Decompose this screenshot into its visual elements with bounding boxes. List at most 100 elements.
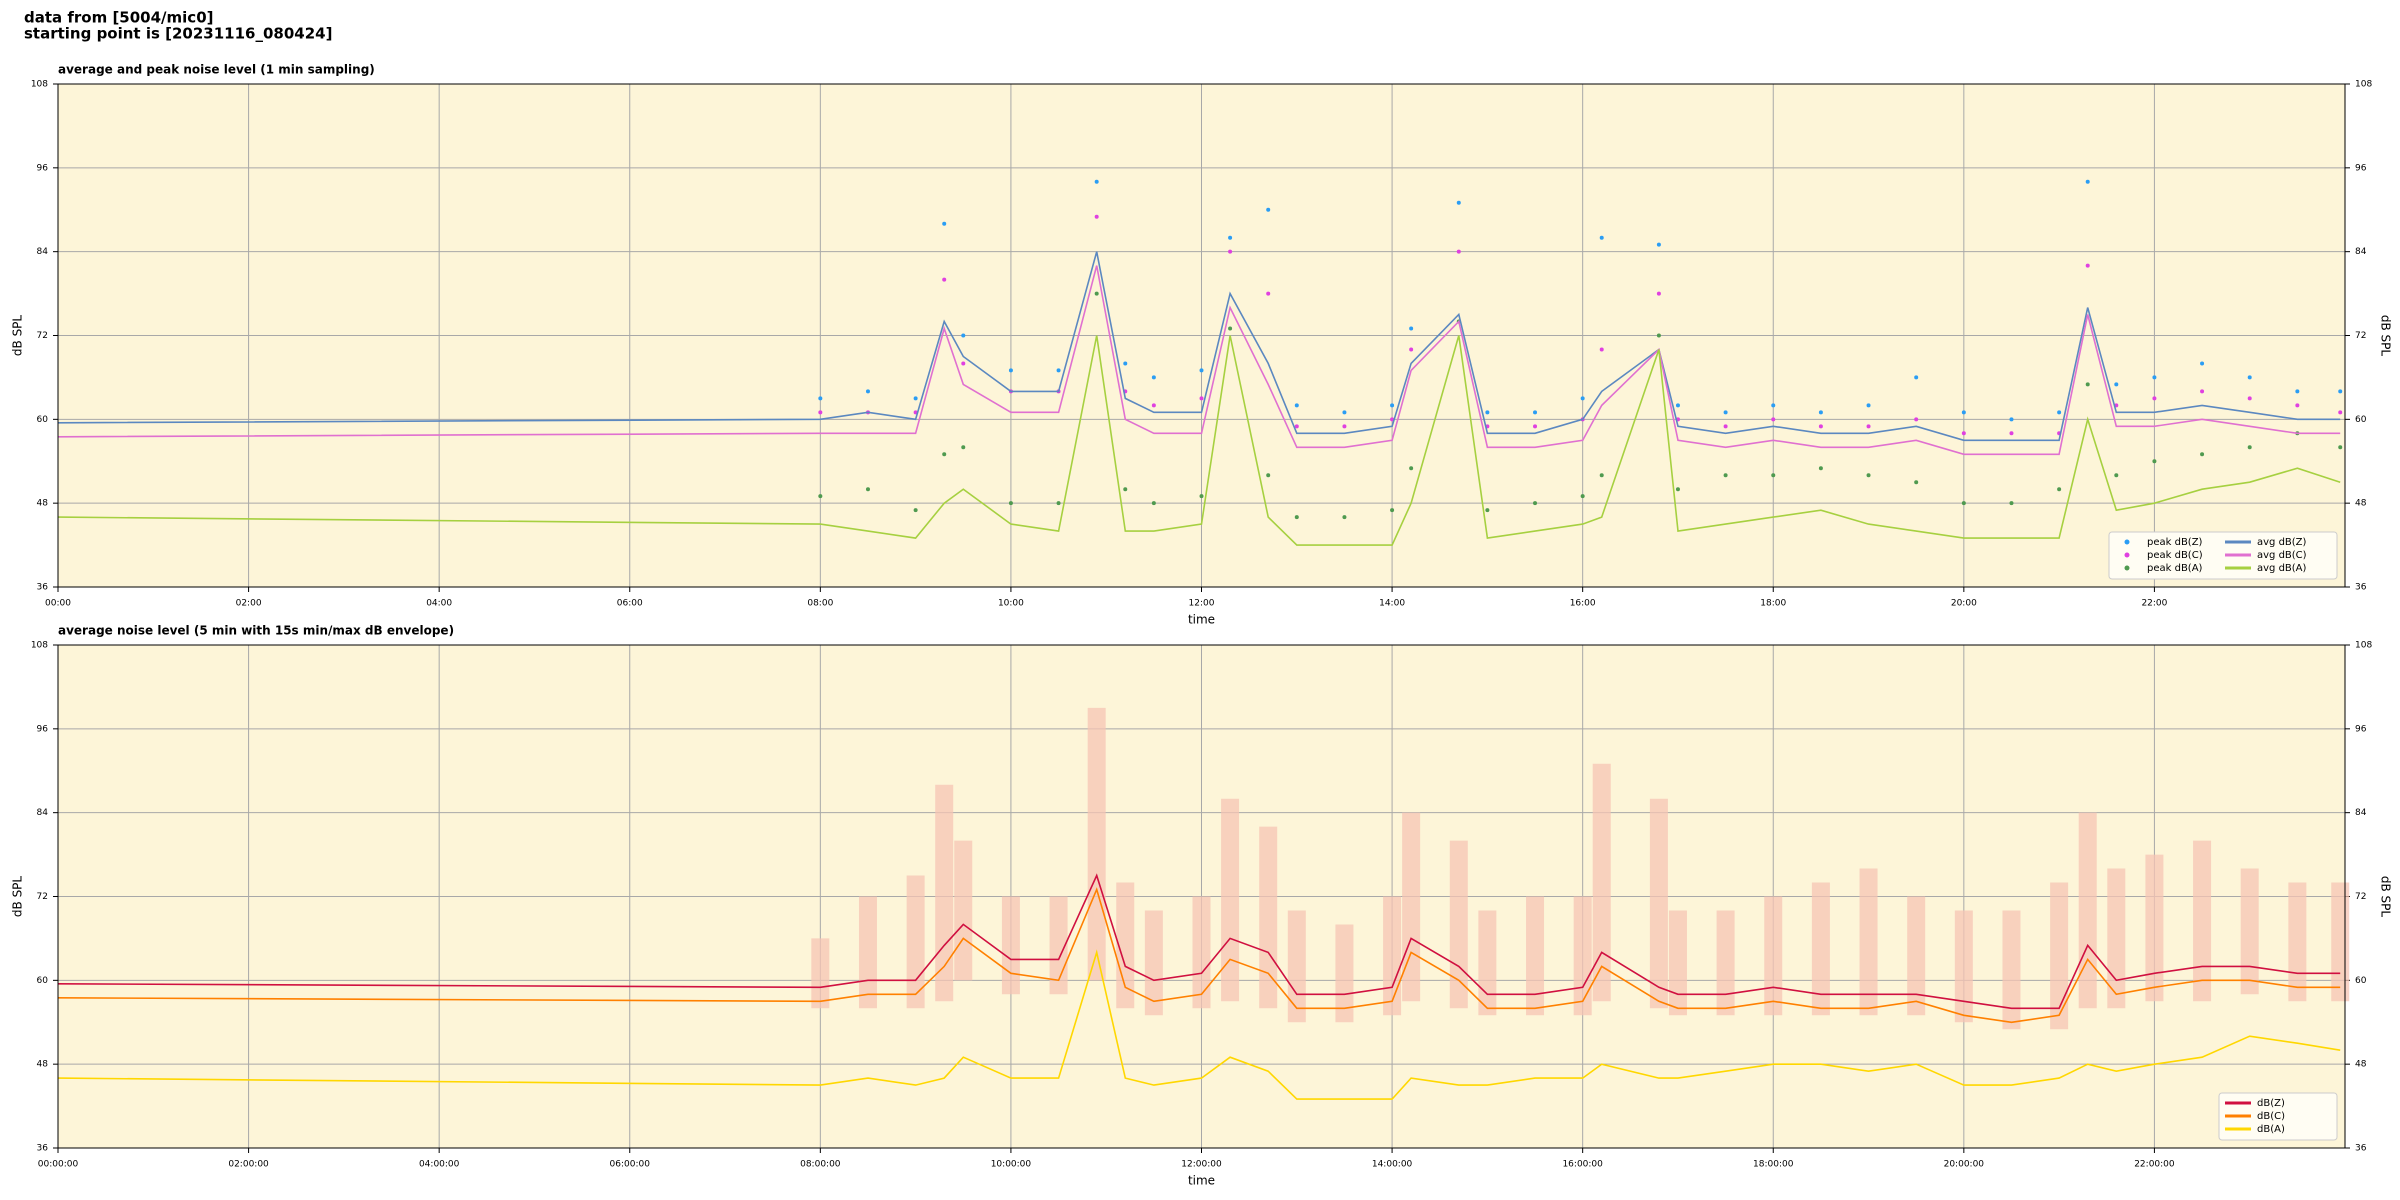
peak-point bbox=[1151, 501, 1156, 506]
legend-marker bbox=[2124, 539, 2130, 545]
peak-point bbox=[1008, 501, 1013, 506]
y-tick-label: 84 bbox=[2355, 247, 2367, 257]
legend-label: peak dB(C) bbox=[2147, 550, 2203, 561]
peak-point bbox=[2009, 501, 2014, 506]
series-line bbox=[57, 873, 2341, 1010]
peak-point bbox=[1485, 410, 1490, 415]
peak-point bbox=[1818, 466, 1823, 471]
peak-point bbox=[913, 396, 918, 401]
peak-point bbox=[1599, 235, 1604, 240]
peak-point bbox=[2085, 179, 2090, 184]
y-tick-label: 48 bbox=[37, 499, 49, 509]
peak-point bbox=[2295, 403, 2300, 408]
peak-point bbox=[1656, 333, 1661, 338]
peak-point bbox=[1094, 291, 1099, 296]
peak-point bbox=[2200, 389, 2205, 394]
peak-point bbox=[865, 389, 870, 394]
peak-point bbox=[1675, 487, 1680, 492]
peak-point bbox=[1961, 410, 1966, 415]
y-tick-label: 84 bbox=[37, 808, 49, 818]
x-tick-label: 02:00:00 bbox=[228, 1160, 269, 1170]
legend-label: avg dB(C) bbox=[2257, 550, 2307, 561]
series-line bbox=[57, 887, 2341, 1024]
peak-point bbox=[1056, 501, 1061, 506]
peak-point bbox=[1266, 473, 1271, 478]
y-tick-label: 60 bbox=[37, 976, 49, 986]
peak-point bbox=[2247, 375, 2252, 380]
legend-label: dB(A) bbox=[2257, 1124, 2285, 1135]
x-tick-label: 04:00:00 bbox=[419, 1160, 460, 1170]
peak-point bbox=[942, 452, 947, 457]
y-tick-label: 96 bbox=[2355, 724, 2367, 734]
x-tick-label: 20:00 bbox=[1951, 599, 1977, 609]
peak-point bbox=[1771, 473, 1776, 478]
x-tick-label: 14:00 bbox=[1379, 599, 1405, 609]
peak-point bbox=[2247, 396, 2252, 401]
peak-point bbox=[1656, 291, 1661, 296]
series-line bbox=[57, 949, 2341, 1100]
series-line bbox=[57, 265, 2341, 456]
peak-point bbox=[1914, 375, 1919, 380]
x-tick-label: 20:00:00 bbox=[1944, 1160, 1985, 1170]
peak-point bbox=[1294, 403, 1299, 408]
x-tick-label: 00:00:00 bbox=[38, 1160, 79, 1170]
peak-point bbox=[1228, 326, 1233, 331]
peak-point bbox=[2200, 452, 2205, 457]
peak-point bbox=[1409, 326, 1414, 331]
y-tick-label: 60 bbox=[2355, 976, 2367, 986]
peak-point bbox=[1818, 410, 1823, 415]
peak-point bbox=[2085, 263, 2090, 268]
peak-point bbox=[2057, 410, 2062, 415]
y-tick-label: 96 bbox=[2355, 163, 2367, 173]
legend-label: peak dB(Z) bbox=[2147, 537, 2203, 548]
x-tick-label: 10:00 bbox=[998, 599, 1024, 609]
y-tick-label: 96 bbox=[37, 724, 49, 734]
peak-point bbox=[1056, 368, 1061, 373]
x-tick-label: 12:00 bbox=[1189, 599, 1215, 609]
peak-point bbox=[1342, 410, 1347, 415]
y-tick-label: 60 bbox=[2355, 415, 2367, 425]
peak-point bbox=[1123, 487, 1128, 492]
peak-point bbox=[1961, 501, 1966, 506]
x-tick-label: 08:00:00 bbox=[800, 1160, 841, 1170]
y-tick-label: 36 bbox=[2355, 1144, 2367, 1154]
peak-point bbox=[1266, 207, 1271, 212]
peak-point bbox=[2247, 445, 2252, 450]
header-line: starting point is [20231116_080424] bbox=[24, 25, 332, 43]
peak-point bbox=[1656, 242, 1661, 247]
peak-point bbox=[961, 445, 966, 450]
peak-point bbox=[1818, 424, 1823, 429]
y-tick-label: 108 bbox=[2355, 641, 2372, 651]
y-tick-label: 108 bbox=[31, 641, 48, 651]
x-tick-label: 04:00 bbox=[426, 599, 452, 609]
x-tick-label: 22:00:00 bbox=[2134, 1160, 2175, 1170]
legend-label: dB(C) bbox=[2257, 1111, 2285, 1122]
peak-point bbox=[2114, 382, 2119, 387]
peak-point bbox=[2152, 375, 2157, 380]
y-tick-label: 60 bbox=[37, 415, 49, 425]
plot-frame bbox=[57, 83, 2346, 588]
y-tick-label: 72 bbox=[2355, 331, 2366, 341]
peak-point bbox=[1294, 424, 1299, 429]
peak-point bbox=[2085, 382, 2090, 387]
peak-point bbox=[1914, 480, 1919, 485]
peak-point bbox=[2200, 361, 2205, 366]
y-tick-label: 84 bbox=[37, 247, 49, 257]
peak-point bbox=[1151, 403, 1156, 408]
y-axis-label: dB SPL bbox=[2379, 315, 2393, 357]
peak-point bbox=[2152, 459, 2157, 464]
x-tick-label: 16:00 bbox=[1570, 599, 1596, 609]
y-tick-label: 72 bbox=[2355, 892, 2366, 902]
y-tick-label: 72 bbox=[37, 331, 48, 341]
peak-point bbox=[1580, 494, 1585, 499]
peak-point bbox=[818, 494, 823, 499]
peak-point bbox=[1961, 431, 1966, 436]
x-tick-label: 16:00:00 bbox=[1562, 1160, 1603, 1170]
peak-point bbox=[2152, 396, 2157, 401]
legend-box bbox=[2108, 531, 2338, 580]
peak-point bbox=[1456, 249, 1461, 254]
y-tick-label: 108 bbox=[31, 80, 48, 90]
peak-point bbox=[1533, 410, 1538, 415]
peak-point bbox=[1723, 410, 1728, 415]
